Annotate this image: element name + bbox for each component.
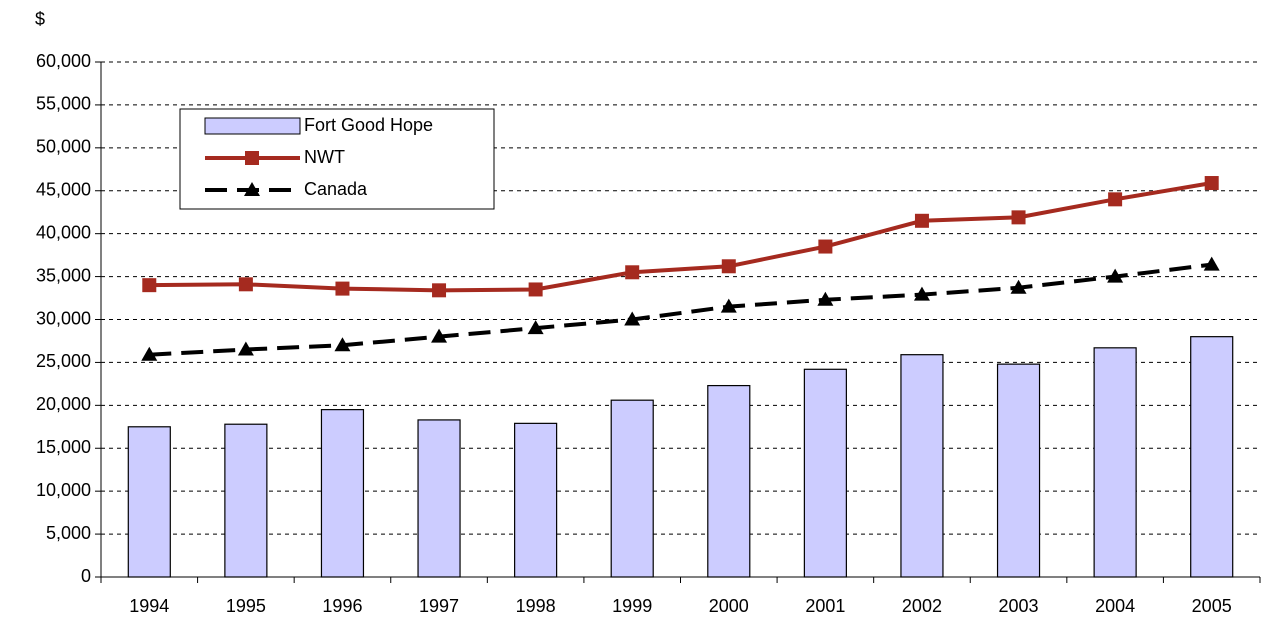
x-tick-label: 1995	[226, 596, 266, 616]
y-tick-label: 0	[81, 566, 91, 586]
legend-marker	[245, 151, 259, 165]
point	[721, 259, 736, 274]
point	[1108, 192, 1123, 207]
y-tick-label: 50,000	[36, 137, 91, 157]
legend-label: Canada	[304, 179, 368, 199]
legend-marker	[244, 182, 260, 196]
point	[238, 277, 253, 292]
x-tick-label: 2001	[805, 596, 845, 616]
bar	[514, 422, 558, 578]
y-tick-label: 10,000	[36, 480, 91, 500]
bar	[707, 384, 751, 578]
x-tick-label: 1994	[129, 596, 169, 616]
bar	[320, 409, 365, 578]
legend-label: Fort Good Hope	[304, 115, 433, 135]
y-tick-label: 45,000	[36, 180, 91, 200]
legend-label: NWT	[304, 147, 345, 167]
point	[1204, 176, 1219, 191]
point	[334, 337, 351, 352]
point	[818, 239, 833, 254]
x-tick-label: 1999	[612, 596, 652, 616]
x-tick-label: 1996	[322, 596, 362, 616]
point	[1107, 268, 1124, 283]
point	[1011, 210, 1026, 225]
y-tick-label: 60,000	[36, 51, 91, 71]
point	[142, 278, 157, 293]
point	[237, 341, 254, 356]
point	[913, 286, 930, 301]
x-tick-label: 2000	[709, 596, 749, 616]
y-tick-label: 55,000	[36, 94, 91, 114]
bar	[900, 354, 944, 578]
x-tick-label: 1997	[419, 596, 459, 616]
point	[431, 328, 448, 343]
point	[1010, 279, 1027, 294]
y-tick-label: 15,000	[36, 437, 91, 457]
x-tick-label: 2004	[1095, 596, 1135, 616]
point	[141, 346, 158, 361]
line	[149, 262, 1212, 357]
y-tick-label: 20,000	[36, 394, 91, 414]
y-tick-label: 30,000	[36, 308, 91, 328]
y-tick-label: 40,000	[36, 222, 91, 242]
bar	[224, 423, 268, 578]
point	[624, 311, 641, 326]
bar	[417, 419, 461, 578]
point	[335, 281, 350, 296]
point	[720, 298, 737, 313]
bar	[803, 368, 847, 578]
point	[1203, 256, 1220, 271]
y-tick-label: 35,000	[36, 265, 91, 285]
bar	[1190, 336, 1234, 578]
bar	[127, 426, 171, 578]
bar	[996, 363, 1041, 578]
bar	[610, 399, 654, 578]
y-tick-label: 25,000	[36, 351, 91, 371]
x-tick-label: 2005	[1192, 596, 1232, 616]
legend-swatch	[204, 117, 301, 135]
bar	[1093, 347, 1137, 578]
x-tick-label: 1998	[516, 596, 556, 616]
point	[528, 282, 543, 297]
point	[432, 283, 447, 298]
x-tick-label: 2003	[999, 596, 1039, 616]
point	[914, 213, 929, 228]
point	[625, 265, 640, 280]
y-axis-label: $	[35, 9, 45, 29]
y-tick-label: 5,000	[46, 523, 91, 543]
point	[817, 291, 834, 306]
point	[527, 320, 544, 335]
x-tick-label: 2002	[902, 596, 942, 616]
line	[149, 181, 1213, 293]
